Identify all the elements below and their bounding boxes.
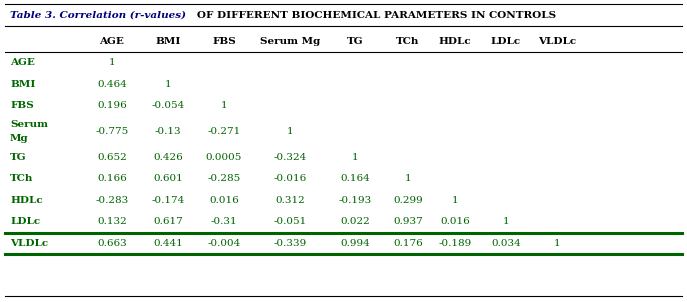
Text: -0.283: -0.283 bbox=[95, 196, 128, 205]
Text: Table 3. Correlation (r-values): Table 3. Correlation (r-values) bbox=[10, 11, 190, 20]
Text: AGE: AGE bbox=[10, 58, 35, 67]
Text: -0.016: -0.016 bbox=[273, 174, 306, 183]
Text: FBS: FBS bbox=[10, 101, 34, 110]
Text: FBS: FBS bbox=[212, 37, 236, 46]
Text: 0.196: 0.196 bbox=[97, 101, 127, 110]
Text: VLDLc: VLDLc bbox=[538, 37, 576, 46]
Text: 1: 1 bbox=[286, 127, 293, 136]
Text: 0.016: 0.016 bbox=[440, 217, 470, 226]
Text: BMI: BMI bbox=[10, 80, 35, 89]
Text: 1: 1 bbox=[503, 217, 509, 226]
Text: LDLc: LDLc bbox=[10, 217, 40, 226]
Text: TG: TG bbox=[10, 153, 27, 162]
Text: 0.176: 0.176 bbox=[393, 239, 423, 248]
Text: 0.132: 0.132 bbox=[97, 217, 127, 226]
Text: -0.189: -0.189 bbox=[438, 239, 471, 248]
Text: TCh: TCh bbox=[396, 37, 420, 46]
Text: -0.051: -0.051 bbox=[273, 217, 306, 226]
Text: Serum Mg: Serum Mg bbox=[260, 37, 320, 46]
Text: 0.164: 0.164 bbox=[340, 174, 370, 183]
Text: -0.324: -0.324 bbox=[273, 153, 306, 162]
Text: Mg: Mg bbox=[10, 133, 29, 143]
Text: OF DIFFERENT BIOCHEMICAL PARAMETERS IN CONTROLS: OF DIFFERENT BIOCHEMICAL PARAMETERS IN C… bbox=[197, 11, 556, 20]
Text: 0.426: 0.426 bbox=[153, 153, 183, 162]
Text: -0.271: -0.271 bbox=[207, 127, 240, 136]
Text: 1: 1 bbox=[554, 239, 561, 248]
Text: 0.663: 0.663 bbox=[97, 239, 127, 248]
Text: -0.285: -0.285 bbox=[207, 174, 240, 183]
Text: 1: 1 bbox=[165, 80, 171, 89]
Text: VLDLc: VLDLc bbox=[10, 239, 48, 248]
Text: 0.617: 0.617 bbox=[153, 217, 183, 226]
Text: -0.31: -0.31 bbox=[211, 217, 237, 226]
Text: -0.004: -0.004 bbox=[207, 239, 240, 248]
Text: BMI: BMI bbox=[155, 37, 181, 46]
Text: -0.193: -0.193 bbox=[339, 196, 372, 205]
Text: 0.652: 0.652 bbox=[97, 153, 127, 162]
Text: HDLc: HDLc bbox=[439, 37, 471, 46]
Text: 0.312: 0.312 bbox=[275, 196, 305, 205]
Text: -0.054: -0.054 bbox=[151, 101, 185, 110]
Text: 0.022: 0.022 bbox=[340, 217, 370, 226]
Text: 0.994: 0.994 bbox=[340, 239, 370, 248]
Text: 0.299: 0.299 bbox=[393, 196, 423, 205]
Text: LDLc: LDLc bbox=[491, 37, 521, 46]
Text: TCh: TCh bbox=[10, 174, 34, 183]
Text: 0.0005: 0.0005 bbox=[206, 153, 243, 162]
Text: 0.937: 0.937 bbox=[393, 217, 423, 226]
Text: 0.016: 0.016 bbox=[209, 196, 239, 205]
Text: -0.13: -0.13 bbox=[155, 127, 181, 136]
Text: -0.174: -0.174 bbox=[151, 196, 185, 205]
Text: TG: TG bbox=[347, 37, 363, 46]
Text: -0.339: -0.339 bbox=[273, 239, 306, 248]
Text: 1: 1 bbox=[405, 174, 412, 183]
Text: 1: 1 bbox=[221, 101, 227, 110]
Text: AGE: AGE bbox=[100, 37, 124, 46]
Text: 0.601: 0.601 bbox=[153, 174, 183, 183]
Text: -0.775: -0.775 bbox=[95, 127, 128, 136]
Text: 1: 1 bbox=[352, 153, 359, 162]
Text: 1: 1 bbox=[109, 58, 115, 67]
Text: 0.441: 0.441 bbox=[153, 239, 183, 248]
Text: Serum: Serum bbox=[10, 120, 48, 129]
Text: HDLc: HDLc bbox=[10, 196, 43, 205]
Text: 1: 1 bbox=[451, 196, 458, 205]
Text: 0.034: 0.034 bbox=[491, 239, 521, 248]
Text: 0.166: 0.166 bbox=[97, 174, 127, 183]
Text: 0.464: 0.464 bbox=[97, 80, 127, 89]
